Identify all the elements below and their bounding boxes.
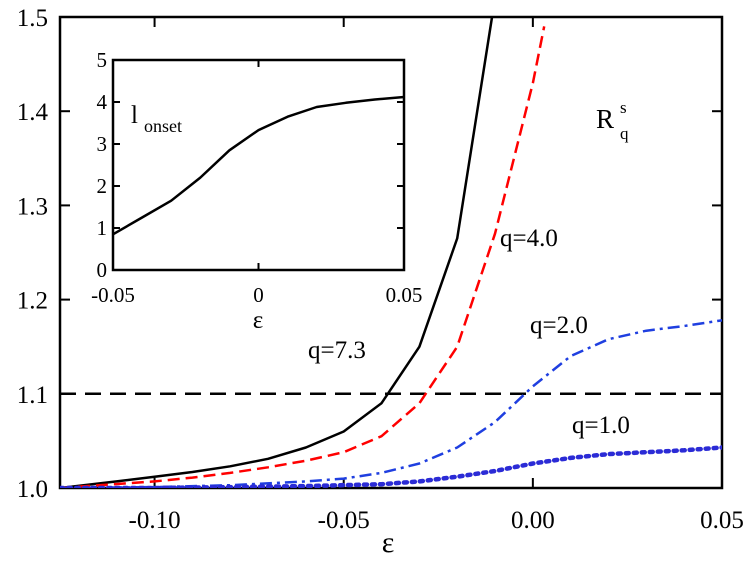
series-label-q4: q=4.0 [500, 225, 558, 252]
series-line-onset [113, 95, 404, 236]
y-tick-label: 1.3 [17, 193, 48, 220]
y-tick-label: 1.5 [17, 5, 48, 32]
y-tick-label: 5 [97, 48, 108, 72]
series-line-q-2-0 [60, 319, 722, 488]
x-tick-label: 0.05 [386, 283, 423, 307]
series-line-q-4-0 [60, 26, 546, 488]
inset-x-axis: -0.05 0 0.05 [91, 60, 422, 307]
main-plot-frame [58, 15, 724, 490]
y-tick-label: 1.2 [17, 288, 48, 315]
series-label-q2: q=2.0 [530, 312, 588, 339]
inset-series-group [113, 95, 404, 236]
main-corner-label-superscript: s [620, 98, 627, 117]
x-tick-label: 0 [253, 283, 264, 307]
inset-corner-label: l [131, 102, 138, 129]
inset-y-axis: 0 1 2 3 4 5 [97, 48, 404, 282]
x-tick-label: -0.05 [91, 283, 135, 307]
y-tick-label: 1.4 [17, 99, 49, 126]
main-series-group [60, 17, 722, 488]
x-tick-label: 0.00 [511, 507, 555, 534]
y-tick-label: 1 [97, 216, 108, 240]
x-tick-label: -0.10 [129, 507, 181, 534]
inset-x-axis-label: ε [253, 307, 264, 334]
y-tick-label: 1.1 [17, 382, 48, 409]
inset-plot-frame [111, 58, 406, 272]
main-corner-label-subscript: q [620, 124, 629, 143]
y-tick-label: 0 [97, 258, 108, 282]
main-plot: -0.10 -0.05 0.00 0.05 1.01.11.21.31.41.5 ε … [17, 5, 744, 559]
x-tick-label: 0.05 [700, 507, 744, 534]
x-tick-label: -0.05 [318, 507, 370, 534]
series-label-q7-3: q=7.3 [308, 337, 366, 364]
main-x-axis-label: ε [382, 526, 395, 559]
main-corner-label: R [596, 104, 614, 134]
main-y-axis: 1.0 1.1 1.2 1.3 1.4 1.5 [17, 5, 722, 503]
series-line-q-7-3 [60, 17, 494, 488]
y-tick-label: 4 [97, 90, 108, 114]
inset-corner-label-subscript: onset [144, 116, 182, 136]
main-x-axis: -0.10 -0.05 0.00 0.05 [129, 17, 744, 534]
series-label-q1: q=1.0 [572, 412, 630, 439]
y-tick-label: 2 [97, 174, 108, 198]
series-line-q-1-0 [60, 445, 722, 488]
y-tick-label: 1.0 [17, 476, 48, 503]
y-tick-label: 3 [97, 132, 108, 156]
